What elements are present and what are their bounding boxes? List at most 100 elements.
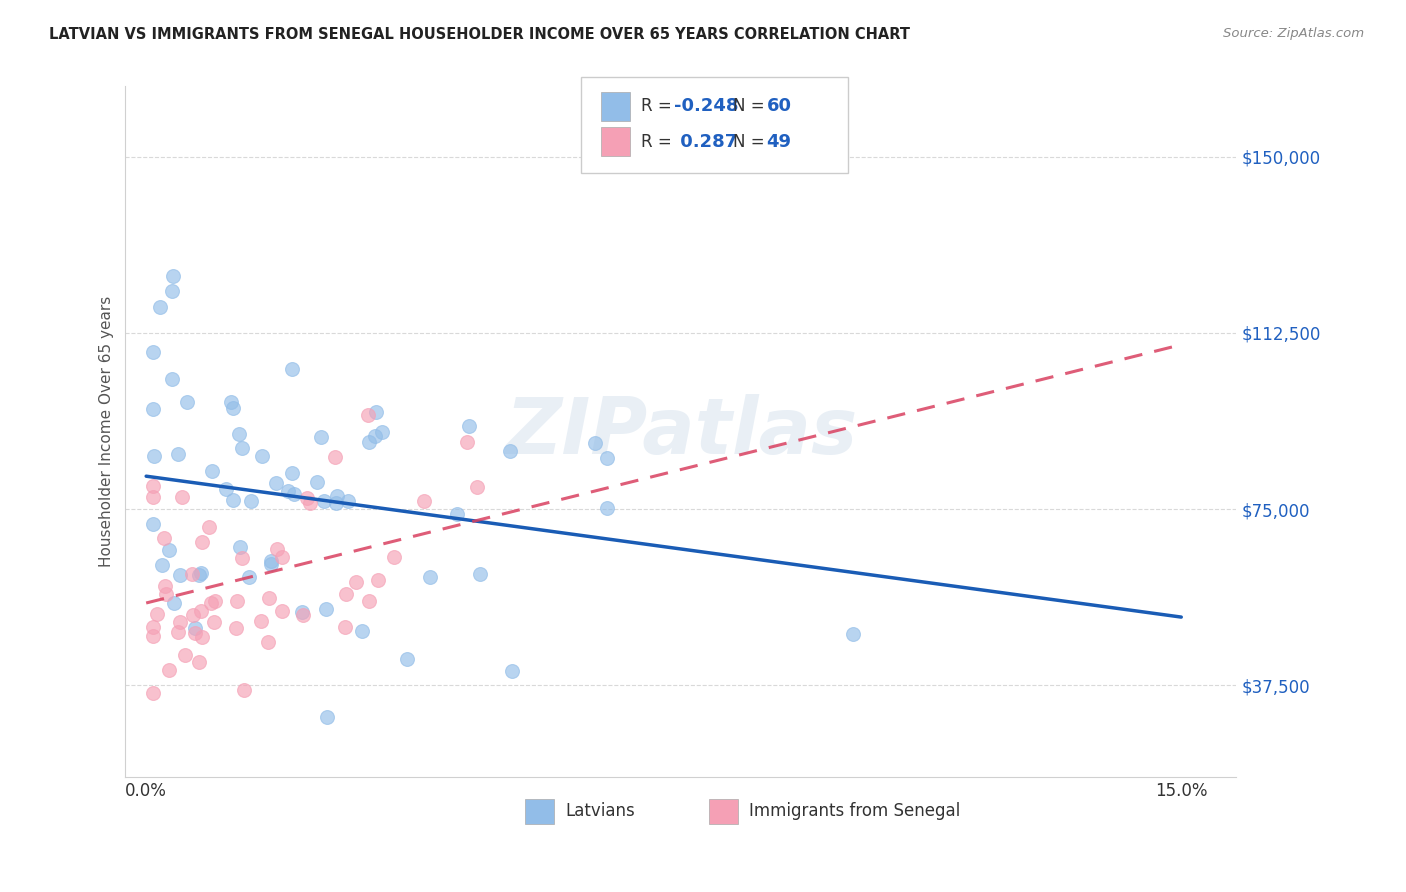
Point <box>142 490 165 504</box>
Text: Source: ZipAtlas.com: Source: ZipAtlas.com <box>1223 27 1364 40</box>
Point <box>231 442 253 456</box>
Point <box>458 419 481 434</box>
Point <box>228 426 250 441</box>
Point <box>202 615 225 629</box>
Point <box>166 447 188 461</box>
Point <box>190 566 212 581</box>
Point <box>166 625 188 640</box>
Point <box>225 621 247 635</box>
Point <box>200 595 222 609</box>
Point <box>200 464 222 478</box>
Point <box>238 570 260 584</box>
Point <box>382 549 405 564</box>
Point <box>162 269 184 284</box>
Point <box>264 475 287 490</box>
Point <box>152 531 174 545</box>
Point <box>188 655 211 669</box>
Point <box>190 535 212 549</box>
Point <box>250 614 273 628</box>
Point <box>257 635 280 649</box>
Point <box>169 567 191 582</box>
Point <box>419 570 441 584</box>
Point <box>470 567 492 582</box>
Point <box>157 542 180 557</box>
Point <box>467 479 489 493</box>
Point <box>142 449 165 463</box>
Point <box>169 615 191 629</box>
Point <box>297 491 319 505</box>
Point <box>146 607 169 622</box>
Point <box>596 500 619 515</box>
Point <box>142 517 165 532</box>
Point <box>142 402 165 417</box>
Point <box>352 624 374 638</box>
Point <box>155 587 177 601</box>
Y-axis label: Householder Income Over 65 years: Householder Income Over 65 years <box>100 296 114 567</box>
Point <box>150 558 173 572</box>
Point <box>190 630 212 644</box>
Text: LATVIAN VS IMMIGRANTS FROM SENEGAL HOUSEHOLDER INCOME OVER 65 YEARS CORRELATION : LATVIAN VS IMMIGRANTS FROM SENEGAL HOUSE… <box>49 27 910 42</box>
Point <box>323 450 346 465</box>
Text: R =: R = <box>641 97 676 115</box>
Point <box>222 401 245 415</box>
Point <box>215 483 238 497</box>
Point <box>309 430 332 444</box>
Point <box>583 436 606 450</box>
Point <box>260 554 283 568</box>
FancyBboxPatch shape <box>600 92 630 121</box>
Point <box>149 300 172 314</box>
Point <box>283 487 305 501</box>
Point <box>183 626 205 640</box>
Text: N =: N = <box>733 97 770 115</box>
Point <box>142 686 165 700</box>
Point <box>315 602 337 616</box>
Point <box>174 648 197 662</box>
Point <box>157 663 180 677</box>
Text: Latvians: Latvians <box>565 802 636 821</box>
Point <box>364 405 387 419</box>
Point <box>501 664 523 678</box>
Point <box>395 651 418 665</box>
Point <box>226 594 249 608</box>
Point <box>413 494 436 508</box>
Point <box>142 345 165 359</box>
Point <box>271 549 294 564</box>
Point <box>841 626 863 640</box>
Text: R =: R = <box>641 133 676 152</box>
Point <box>498 444 520 458</box>
Text: 49: 49 <box>766 133 792 152</box>
Point <box>184 621 207 635</box>
Point <box>344 574 367 589</box>
Point <box>281 362 304 376</box>
Text: 0.287: 0.287 <box>675 133 738 152</box>
Point <box>596 450 619 465</box>
Point <box>291 605 314 619</box>
Point <box>190 604 212 618</box>
Point <box>315 710 337 724</box>
Point <box>231 551 253 566</box>
Text: 60: 60 <box>766 97 792 115</box>
Point <box>367 573 389 587</box>
Point <box>357 594 380 608</box>
Point <box>277 483 299 498</box>
Point <box>260 557 283 571</box>
Point <box>270 603 292 617</box>
Point <box>170 490 193 504</box>
Point <box>357 408 380 422</box>
Point <box>325 496 347 510</box>
Point <box>257 591 280 606</box>
Text: Immigrants from Senegal: Immigrants from Senegal <box>749 802 960 821</box>
FancyBboxPatch shape <box>600 127 630 156</box>
Point <box>326 489 349 503</box>
Text: ZIPatlas: ZIPatlas <box>505 393 858 469</box>
Point <box>333 620 356 634</box>
Point <box>142 479 165 493</box>
Point <box>142 630 165 644</box>
Point <box>180 567 202 582</box>
Point <box>281 466 304 480</box>
Point <box>142 620 165 634</box>
Point <box>187 567 209 582</box>
Point <box>204 593 226 607</box>
Point <box>181 607 204 622</box>
Point <box>446 507 468 521</box>
